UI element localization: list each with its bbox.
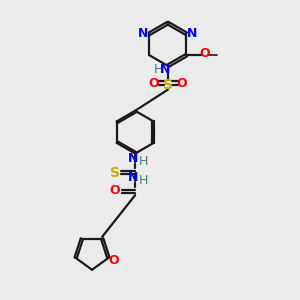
Text: H: H <box>139 155 148 168</box>
Text: N: N <box>187 27 197 40</box>
Text: O: O <box>177 76 188 90</box>
Text: S: S <box>110 166 120 180</box>
Text: N: N <box>128 152 138 165</box>
Text: N: N <box>160 63 171 76</box>
Text: O: O <box>110 184 120 197</box>
Text: O: O <box>200 47 210 61</box>
Text: H: H <box>139 174 148 187</box>
Text: O: O <box>109 254 119 267</box>
Text: H: H <box>154 63 164 76</box>
Text: N: N <box>138 27 148 40</box>
Text: N: N <box>128 171 138 184</box>
Text: S: S <box>163 78 173 92</box>
Text: O: O <box>148 76 159 90</box>
